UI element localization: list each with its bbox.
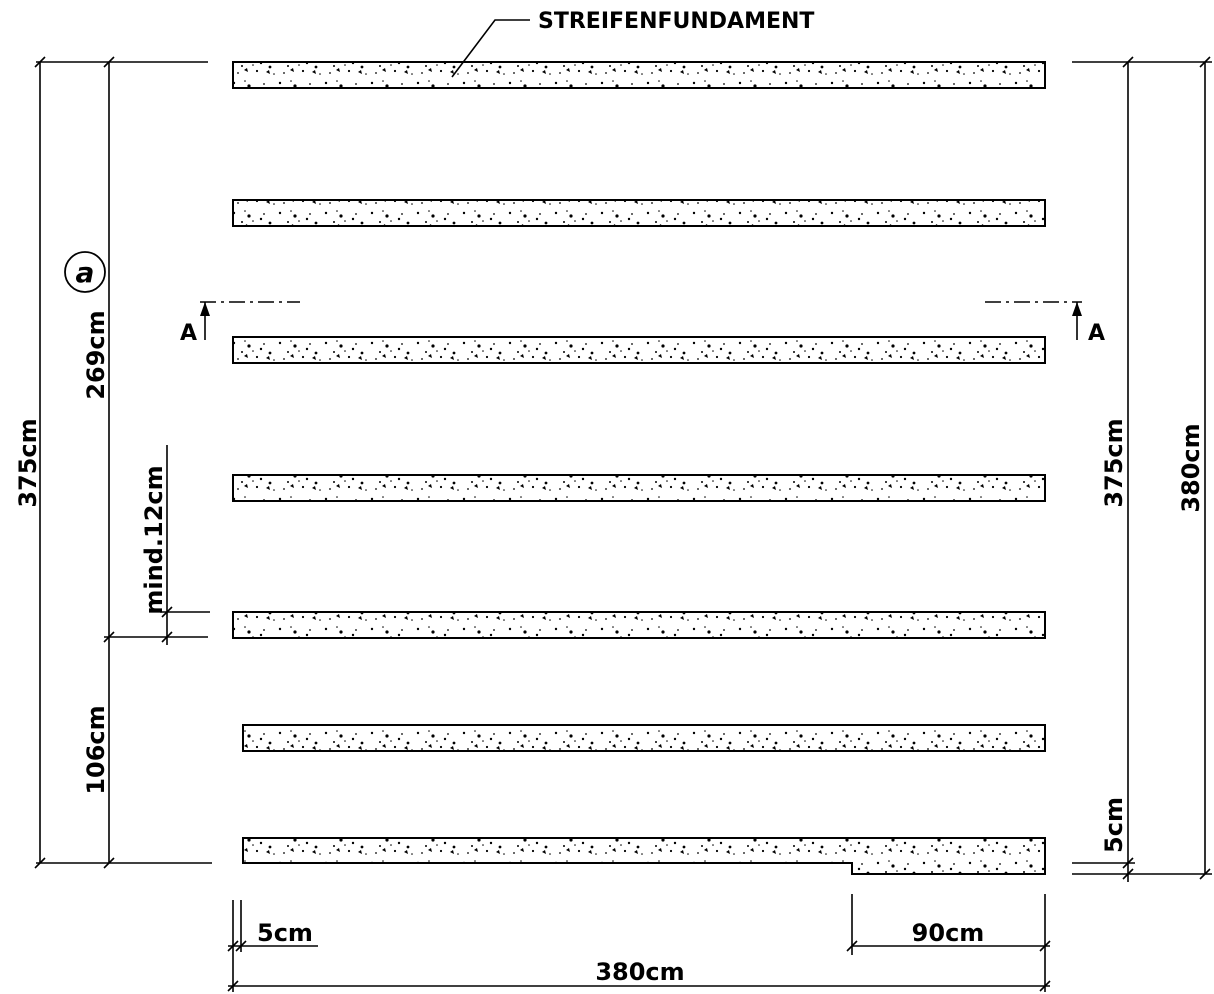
- dim-left-min-gap: mind.12cm: [140, 465, 168, 614]
- dim-left-upper: 269cm: [82, 310, 110, 399]
- dim-bottom-offset: 5cm: [257, 919, 313, 947]
- strip-7-hatch: [243, 838, 1045, 874]
- circle-marker-label: a: [76, 256, 95, 289]
- section-marker-right: A: [1088, 321, 1105, 346]
- title-label: STREIFENFUNDAMENT: [538, 9, 814, 34]
- dim-left-outer: 375cm: [14, 418, 42, 507]
- right-dimensions: 375cm 380cm 5cm: [1072, 56, 1212, 882]
- strip-4-hatch: [233, 475, 1045, 501]
- dim-bottom-step: 90cm: [912, 919, 985, 947]
- dim-right-outer: 380cm: [1177, 423, 1205, 512]
- strip-6-hatch: [243, 725, 1045, 751]
- section-markers: A A: [180, 301, 1105, 346]
- foundation-strips: [232, 61, 1046, 875]
- circle-marker: [64, 251, 106, 293]
- left-dimensions: 375cm 269cm 106cm mind.12cm a: [14, 56, 212, 869]
- section-marker-left: A: [180, 321, 197, 346]
- strip-1-hatch: [233, 62, 1045, 88]
- dim-right-inner: 375cm: [1100, 418, 1128, 507]
- strip-5-hatch: [233, 612, 1045, 638]
- dim-bottom-total: 380cm: [595, 958, 684, 986]
- dim-right-offset: 5cm: [1100, 797, 1128, 853]
- strip-2-hatch: [233, 200, 1045, 226]
- title-leader: STREIFENFUNDAMENT: [451, 9, 814, 78]
- bottom-dimensions: 5cm 90cm 380cm: [227, 894, 1051, 992]
- dim-left-lower: 106cm: [82, 705, 110, 794]
- strip-3-hatch: [233, 337, 1045, 363]
